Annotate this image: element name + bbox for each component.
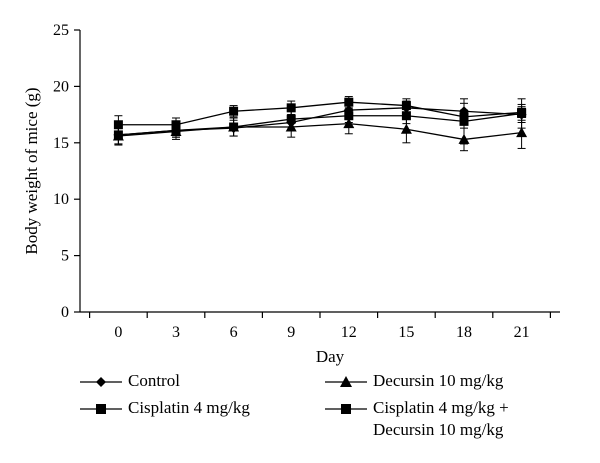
data-point <box>401 101 411 111</box>
x-tick-label: 15 <box>398 324 414 341</box>
diamond-marker-icon <box>80 377 122 387</box>
x-tick-label: 9 <box>287 324 295 341</box>
series-3 <box>113 98 527 145</box>
x-axis-label: Day <box>316 347 345 366</box>
y-tick-label: 25 <box>53 22 69 39</box>
y-tick-label: 5 <box>61 248 69 265</box>
data-point <box>286 114 296 124</box>
data-point <box>459 116 469 126</box>
legend-label-decursin: Decursin 10 mg/kg <box>373 371 504 390</box>
data-point <box>517 108 527 118</box>
x-tick-label: 18 <box>456 324 472 341</box>
legend-label-combination-cont: Decursin 10 mg/kg <box>373 420 504 439</box>
y-tick-label: 20 <box>53 78 69 95</box>
x-tick-label: 0 <box>114 324 122 341</box>
x-tick-label: 21 <box>514 324 530 341</box>
x-tick-label: 6 <box>230 324 238 341</box>
triangle-marker-icon <box>325 376 367 387</box>
data-point <box>171 125 181 135</box>
data-point <box>113 130 123 140</box>
y-tick-label: 15 <box>53 135 69 152</box>
data-point <box>516 127 528 138</box>
y-tick-label: 0 <box>61 304 69 321</box>
series-line <box>118 122 522 141</box>
line-chart: 0 5 10 15 20 25 0 3 6 9 12 15 18 21 Day Body weight o… <box>22 22 560 366</box>
legend-item-combination: Cisplatin 4 mg/kg + Decursin 10 mg/kg <box>323 397 509 441</box>
axes: 0 5 10 15 20 25 0 3 6 9 12 15 18 21 <box>53 22 560 341</box>
data-point <box>343 118 355 129</box>
data-point <box>400 123 412 134</box>
x-tick-label: 3 <box>172 324 180 341</box>
data-point <box>229 106 239 116</box>
series-layer <box>112 96 528 152</box>
legend-label-control: Control <box>128 371 180 390</box>
legend-item-control: Control <box>78 370 180 392</box>
legend-label-combination: Cisplatin 4 mg/kg + <box>373 398 509 417</box>
data-point <box>401 111 411 121</box>
legend-item-decursin: Decursin 10 mg/kg <box>323 370 503 392</box>
data-point <box>229 122 239 132</box>
series-line <box>118 112 522 136</box>
square-marker-icon <box>325 404 367 414</box>
y-axis-label: Body weight of mice (g) <box>22 87 41 254</box>
square-marker-icon <box>80 404 122 414</box>
data-point <box>286 103 296 113</box>
data-point <box>344 97 354 107</box>
data-point <box>113 120 123 130</box>
x-tick-label: 12 <box>341 324 357 341</box>
legend-item-cisplatin: Cisplatin 4 mg/kg <box>78 397 250 419</box>
data-point <box>344 111 354 121</box>
legend-label-cisplatin: Cisplatin 4 mg/kg <box>128 398 250 417</box>
y-tick-label: 10 <box>53 191 69 208</box>
series-line <box>118 101 522 126</box>
